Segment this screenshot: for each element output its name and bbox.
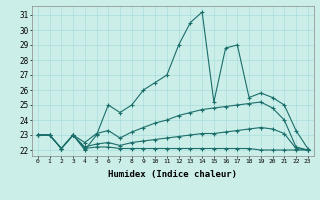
X-axis label: Humidex (Indice chaleur): Humidex (Indice chaleur) bbox=[108, 170, 237, 179]
